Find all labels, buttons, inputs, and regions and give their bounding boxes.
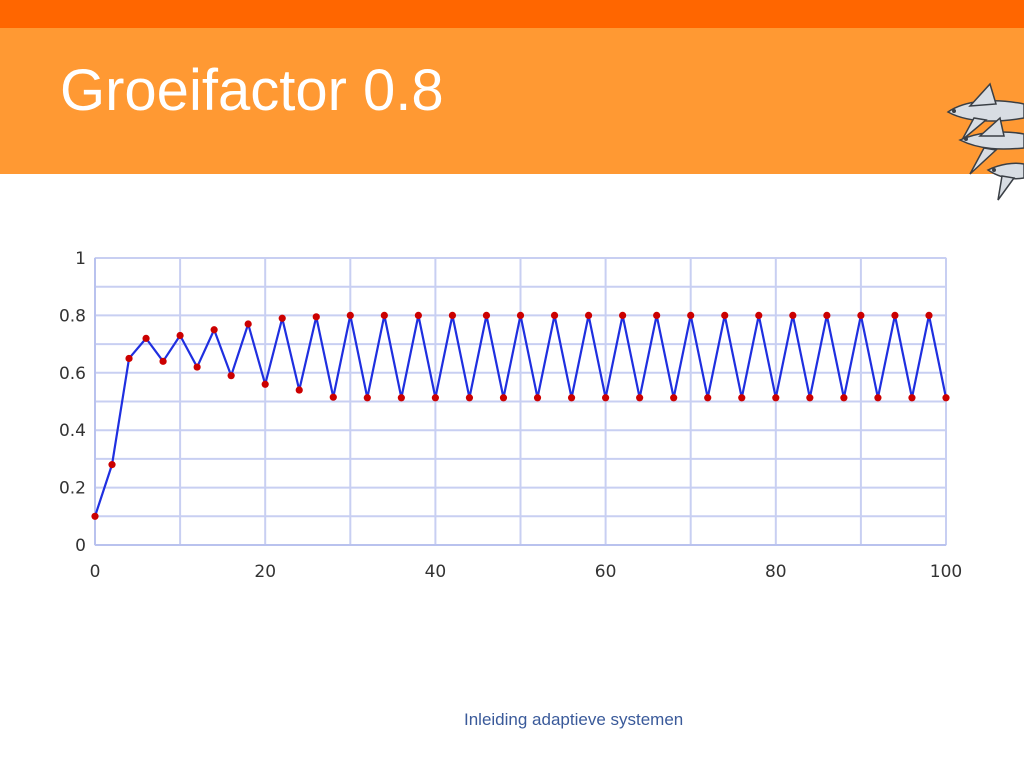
data-point: [244, 320, 252, 328]
data-point: [738, 394, 746, 402]
data-point: [227, 372, 235, 380]
data-point: [125, 354, 133, 363]
data-point: [584, 311, 593, 319]
data-point: [567, 394, 576, 402]
data-point: [789, 311, 797, 319]
data-point: [925, 311, 933, 319]
y-tick-label: 0.4: [59, 421, 86, 441]
data-point: [840, 394, 848, 402]
data-point: [346, 311, 354, 319]
data-point: [363, 394, 371, 402]
y-tick-label: 1: [75, 249, 86, 269]
data-point: [721, 311, 729, 319]
series-markers: [91, 311, 950, 520]
data-point: [772, 394, 780, 402]
x-tick-label: 80: [765, 562, 787, 582]
data-point: [142, 334, 150, 342]
data-point: [874, 394, 882, 402]
data-point: [397, 394, 405, 402]
data-point: [891, 311, 899, 319]
y-tick-labels: 0 0.2 0.4 0.6 0.8 1: [59, 249, 86, 556]
data-point: [550, 311, 559, 319]
data-point: [278, 314, 286, 322]
data-point: [482, 311, 491, 319]
data-point: [687, 311, 695, 319]
x-tick-label: 100: [930, 562, 962, 582]
data-point: [261, 380, 269, 388]
data-point: [312, 313, 320, 321]
data-point: [176, 331, 184, 340]
axis-lines: [94, 258, 946, 546]
data-point: [602, 394, 610, 402]
y-tick-label: 0.2: [59, 479, 86, 499]
data-point: [431, 394, 439, 402]
data-point: [755, 311, 763, 319]
data-point: [857, 311, 865, 319]
data-point: [942, 394, 950, 402]
data-point: [670, 394, 678, 402]
x-tick-label: 20: [254, 562, 276, 582]
data-point: [704, 394, 712, 402]
footer-text: Inleiding adaptieve systemen: [464, 710, 684, 729]
data-point: [533, 394, 542, 402]
slide-title: Groeifactor 0.8: [60, 58, 444, 123]
data-point: [653, 311, 661, 319]
data-point: [448, 311, 457, 319]
data-point: [516, 311, 525, 319]
data-point: [193, 363, 201, 371]
flying-fish-icon: [946, 82, 1024, 201]
x-tick-labels: 0 20 40 60 80 100: [90, 562, 963, 582]
data-point: [499, 394, 508, 402]
x-tick-label: 60: [595, 562, 617, 582]
y-tick-label: 0.8: [59, 306, 86, 326]
data-point: [636, 394, 644, 402]
data-point: [91, 512, 99, 520]
data-point: [908, 394, 916, 402]
top-stripe: [0, 0, 1024, 28]
data-point: [465, 394, 474, 402]
y-tick-label: 0: [75, 536, 86, 556]
data-point: [159, 357, 167, 365]
data-point: [295, 386, 303, 394]
data-point: [823, 311, 831, 319]
data-point: [380, 311, 388, 319]
data-point: [806, 394, 814, 402]
data-point: [414, 311, 422, 319]
data-point: [210, 326, 218, 334]
data-point: [329, 393, 337, 401]
x-tick-label: 40: [425, 562, 447, 582]
x-tick-label: 0: [90, 562, 101, 582]
data-point: [619, 311, 627, 319]
data-point: [108, 461, 116, 469]
y-tick-label: 0.6: [59, 364, 86, 384]
header-band: [0, 28, 1024, 174]
